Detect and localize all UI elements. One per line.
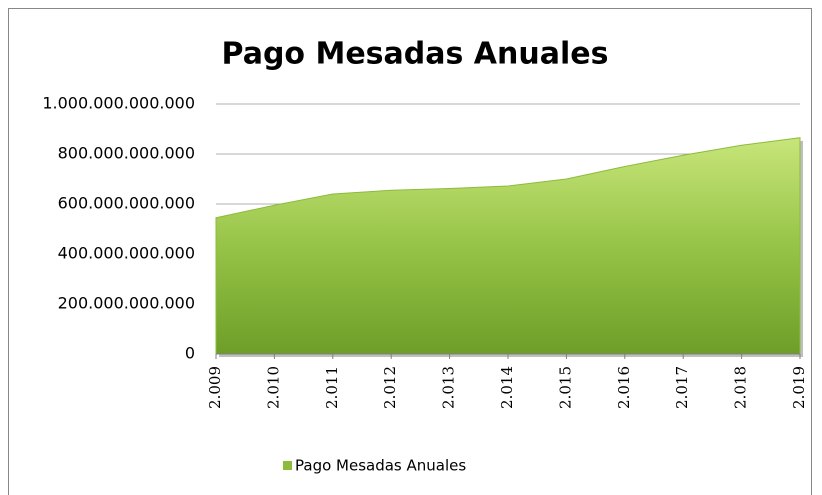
x-tick-label: 2.014 — [498, 366, 516, 409]
x-tick-label: 2.016 — [615, 366, 633, 409]
y-tick-label: 1.000.000.000.000 — [42, 94, 195, 113]
x-tick-label: 2.018 — [732, 366, 750, 409]
x-tick-label: 2.010 — [264, 366, 282, 409]
chart-title: Pago Mesadas Anuales — [222, 37, 609, 72]
x-tick-label: 2.015 — [556, 366, 574, 409]
x-tick-label: 2.019 — [790, 366, 808, 409]
y-tick-label: 600.000.000.000 — [58, 194, 195, 213]
y-tick-label: 0 — [185, 344, 195, 363]
x-tick-label: 2.011 — [323, 366, 341, 409]
x-tick-label: 2.013 — [440, 366, 458, 409]
x-tick-label: 2.012 — [381, 366, 399, 409]
x-tick-label: 2.009 — [206, 366, 224, 409]
area — [215, 137, 801, 355]
legend-label: Pago Mesadas Anuales — [295, 457, 466, 475]
y-tick-label: 800.000.000.000 — [58, 144, 195, 163]
y-tick-label: 200.000.000.000 — [58, 294, 195, 313]
legend-swatch — [283, 461, 292, 470]
x-tick-label: 2.017 — [673, 366, 691, 409]
y-tick-label: 400.000.000.000 — [58, 244, 195, 263]
